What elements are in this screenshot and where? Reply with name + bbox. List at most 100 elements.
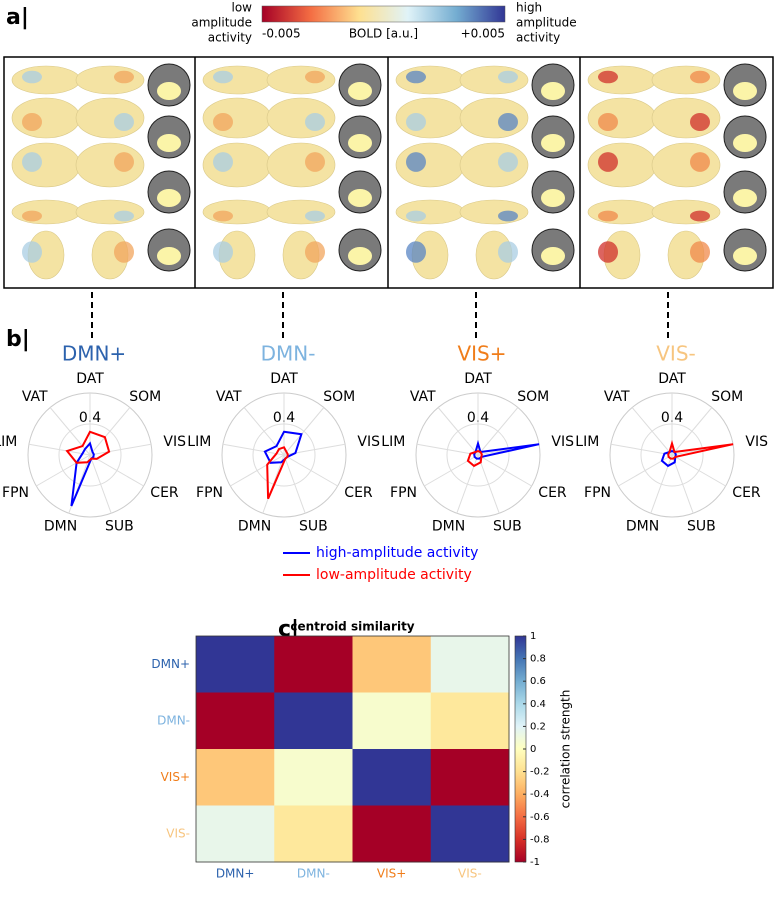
- radar-spoke: [477, 454, 532, 487]
- radar-axis-label: LIM: [381, 434, 405, 450]
- x-tick-label: DMN-: [297, 867, 330, 881]
- brain-patch: [22, 210, 42, 222]
- radar-spoke: [631, 407, 673, 456]
- mri-highlight: [733, 189, 757, 207]
- brain-patch: [406, 113, 426, 131]
- radar-axis-label: DAT: [76, 371, 104, 387]
- radar-spoke: [650, 454, 673, 514]
- brain-surface: [459, 97, 529, 139]
- brain-surface: [587, 142, 657, 188]
- brain-surface: [266, 65, 336, 95]
- mri-highlight: [348, 134, 372, 152]
- mri-highlight: [157, 189, 181, 207]
- radar-spoke: [222, 443, 285, 456]
- heatmap-cell: [430, 692, 510, 750]
- mri-highlight: [733, 134, 757, 152]
- radar-spoke: [89, 443, 152, 456]
- brain-surface: [202, 65, 272, 95]
- mri-highlight: [733, 247, 757, 265]
- panel-label: a|: [6, 5, 29, 30]
- colorbar-tick-label: -0.2: [530, 767, 550, 778]
- mri-highlight: [541, 134, 565, 152]
- radar-title: VIS-: [656, 342, 696, 366]
- radar-axis-label: CER: [732, 485, 761, 501]
- radar-axis-label: DAT: [464, 371, 492, 387]
- heatmap-cell: [196, 749, 275, 806]
- radar-axis-label: FPN: [584, 485, 611, 501]
- colorbar-tick-label: -0.8: [530, 834, 550, 845]
- heatmap-cell: [352, 805, 432, 863]
- brain-patch: [598, 152, 618, 172]
- radar-axis-label: DAT: [658, 371, 686, 387]
- brain-surface: [395, 142, 465, 188]
- brain-surface: [75, 65, 145, 95]
- brain-patch: [498, 241, 518, 263]
- colorbar-label: BOLD [a.u.]: [349, 27, 418, 41]
- brain-patch: [22, 70, 42, 84]
- brain-surface: [587, 65, 657, 95]
- brain-patch: [498, 113, 518, 131]
- brain-surface: [202, 142, 272, 188]
- heatmap-cell: [430, 749, 510, 806]
- radar-axis-label: FPN: [196, 485, 223, 501]
- brain-patch: [114, 152, 134, 172]
- radar-spoke: [89, 407, 131, 456]
- brain-patch: [305, 70, 325, 84]
- heatmap-cell: [274, 636, 353, 693]
- heatmap-cell: [274, 749, 353, 806]
- radar-axis-label: SUB: [105, 518, 134, 534]
- radar-spoke: [424, 454, 479, 487]
- colorbar-tick-label: -0.6: [530, 812, 550, 823]
- radar-line: [660, 450, 677, 468]
- heatmap-cell: [196, 805, 275, 863]
- mri-highlight: [541, 189, 565, 207]
- radar-spoke: [243, 407, 285, 456]
- low-label: low: [232, 1, 253, 15]
- brain-surface: [459, 199, 529, 225]
- mri-highlight: [541, 82, 565, 100]
- brain-surface: [202, 199, 272, 225]
- y-tick-label: DMN-: [157, 713, 190, 727]
- radar-line: [263, 430, 303, 464]
- high-label: amplitude: [516, 16, 577, 30]
- brain-surface: [395, 97, 465, 139]
- high-label: activity: [516, 31, 560, 45]
- legend-label: high-amplitude activity: [316, 545, 478, 561]
- radar-axis-label: VIS: [163, 434, 186, 450]
- radar-axis-label: VIS: [357, 434, 380, 450]
- colorbar-tick-label: 0: [530, 744, 536, 755]
- colorbar-tick-label: 0.6: [530, 676, 546, 687]
- radar-axis-label: CER: [344, 485, 373, 501]
- radar-axis-label: DMN: [238, 518, 271, 534]
- colorbar: [261, 5, 506, 23]
- radar-axis-label: DMN: [626, 518, 659, 534]
- radar-spoke: [618, 454, 673, 487]
- heatmap-cell: [196, 636, 275, 693]
- brain-surface: [587, 199, 657, 225]
- low-label: activity: [208, 31, 252, 45]
- radar-spoke: [610, 443, 673, 456]
- colorbar-tick-label: 0.8: [530, 654, 546, 665]
- brain-patch: [406, 210, 426, 222]
- radar-axis-label: VAT: [410, 389, 436, 405]
- colorbar-tick-label: 1: [530, 631, 536, 642]
- radar-axis-label: LIM: [575, 434, 599, 450]
- legend-label: low-amplitude activity: [316, 567, 472, 583]
- brain-surface: [75, 142, 145, 188]
- heatmap-title: centroid similarity: [290, 620, 414, 634]
- radar-line: [473, 439, 540, 460]
- heatmap-cell: [274, 692, 353, 750]
- radar-spoke: [89, 454, 144, 487]
- brain-patch: [305, 113, 325, 131]
- radar-axis-label: VIS: [745, 434, 768, 450]
- brain-surface: [651, 65, 721, 95]
- radar-spoke: [283, 454, 338, 487]
- brain-surface: [75, 97, 145, 139]
- brain-surface: [266, 97, 336, 139]
- radar-spoke: [671, 407, 713, 456]
- radar-title: DMN+: [62, 342, 126, 366]
- radar-axis-label: SOM: [517, 389, 549, 405]
- high-label: high: [516, 1, 542, 15]
- brain-patch: [498, 210, 518, 222]
- brain-surface: [11, 199, 81, 225]
